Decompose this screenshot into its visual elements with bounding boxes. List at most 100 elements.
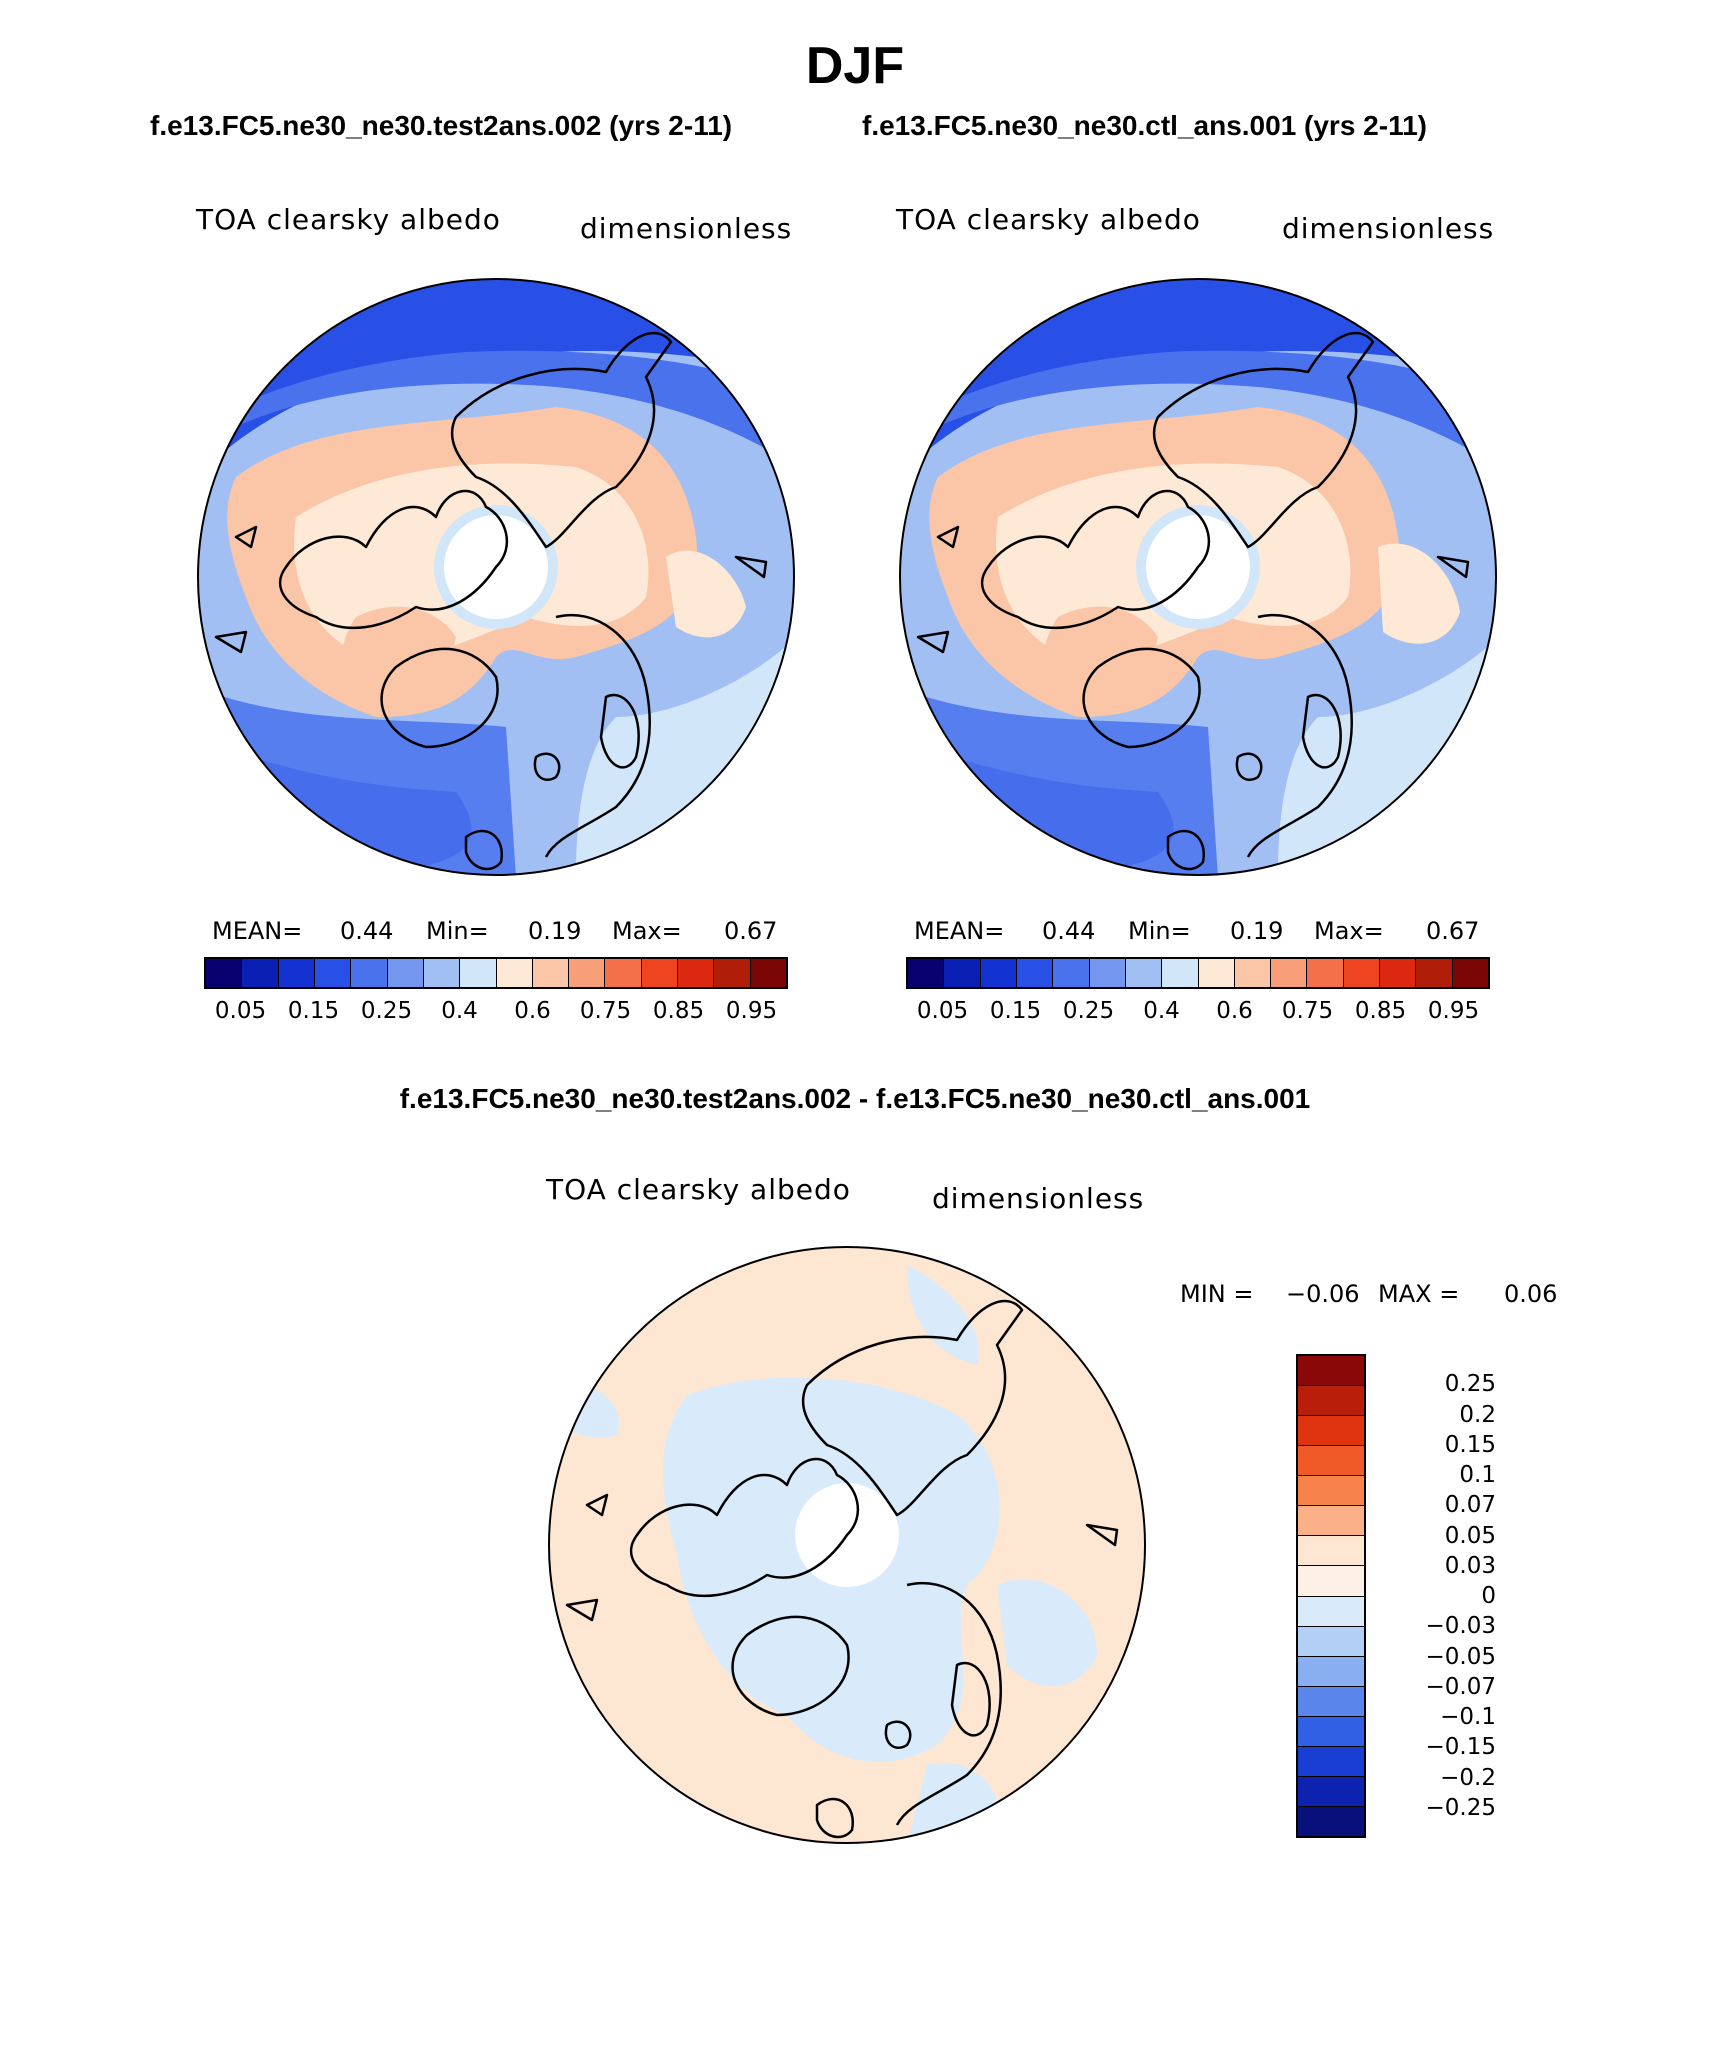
test-colorbar-tick-label: 0.85: [652, 998, 705, 1024]
test-colorbar-swatch: [532, 959, 570, 987]
diff-units-label: dimensionless: [932, 1182, 1145, 1215]
diff-colorbar-tick-label: 0: [1481, 1583, 1496, 1609]
test-colorbar-swatch: [678, 959, 715, 987]
test-colorbar-swatch: [605, 959, 642, 987]
diff-title: f.e13.FC5.ne30_ne30.test2ans.002 - f.e13…: [399, 1083, 1311, 1114]
diff-colorbar-swatch: [1298, 1776, 1364, 1807]
diff-colorbar-tick-label: −0.03: [1425, 1613, 1496, 1640]
ctl-colorbar-swatch: [1452, 959, 1488, 987]
diff-colorbar-swatch: [1298, 1386, 1364, 1417]
diff-colorbar-swatch: [1298, 1356, 1364, 1387]
test-colorbar-swatch: [641, 959, 679, 987]
diff-colorbar: [1296, 1354, 1366, 1838]
test-colorbar-swatch: [423, 959, 461, 987]
test-colorbar-swatch: [496, 959, 533, 987]
test-colorbar-tick-label: 0.95: [725, 998, 778, 1024]
ctl-colorbar-swatch: [1053, 959, 1090, 987]
diff-polar-map: [548, 1246, 1146, 1844]
ctl-colorbar-tick-label: 0.15: [989, 998, 1042, 1024]
ctl-min-value: 0.19: [1230, 917, 1284, 945]
diff-min-label: MIN =: [1180, 1280, 1254, 1308]
diff-colorbar-swatch: [1298, 1746, 1364, 1777]
test-colorbar-swatch: [714, 959, 751, 987]
ctl-colorbar-tick-label: 0.85: [1354, 998, 1407, 1024]
diff-colorbar-swatch: [1298, 1656, 1364, 1687]
test-colorbar-tick-label: 0.6: [514, 998, 551, 1024]
test-colorbar-tick-label: 0.4: [441, 998, 478, 1024]
ctl-colorbar-tick-label: 0.4: [1143, 998, 1180, 1024]
diff-colorbar-tick-label: 0.15: [1444, 1431, 1496, 1458]
test-mean-value: 0.44: [340, 917, 394, 945]
diff-colorbar-tick-label: 0.05: [1444, 1522, 1496, 1549]
test-colorbar-swatch: [206, 959, 243, 987]
test-units-label: dimensionless: [580, 212, 793, 245]
ctl-colorbar-swatch: [944, 959, 981, 987]
diff-colorbar-swatch: [1298, 1566, 1364, 1597]
ctl-polar-map: [899, 278, 1497, 876]
ctl-colorbar-tick-label: 0.6: [1216, 998, 1253, 1024]
diff-colorbar-tick-label: −0.2: [1440, 1764, 1496, 1791]
test-colorbar-swatch: [278, 959, 315, 987]
diff-colorbar-tick-label: 0.07: [1444, 1492, 1496, 1519]
test-min-value: 0.19: [528, 917, 582, 945]
test-case-title: f.e13.FC5.ne30_ne30.test2ans.002 (yrs 2-…: [150, 110, 733, 141]
diff-variable-label: TOA clearsky albedo: [546, 1173, 851, 1206]
test-colorbar-swatch: [569, 959, 606, 987]
diff-colorbar-tick-label: −0.07: [1425, 1673, 1496, 1700]
test-polar-map: [197, 278, 795, 876]
test-colorbar-tick-label: 0.15: [287, 998, 340, 1024]
ctl-case-title: f.e13.FC5.ne30_ne30.ctl_ans.001 (yrs 2-1…: [862, 110, 1428, 141]
diff-colorbar-swatch: [1298, 1596, 1364, 1627]
test-colorbar-tick-label: 0.75: [579, 998, 632, 1024]
test-colorbar-swatch: [351, 959, 388, 987]
season-title: DJF: [805, 37, 905, 95]
diff-max-value: 0.06: [1504, 1280, 1558, 1308]
ctl-colorbar-tick-label: 0.25: [1062, 998, 1115, 1024]
diff-colorbar-tick-label: 0.2: [1459, 1401, 1496, 1428]
ctl-colorbar-ticks: 0.05 0.15 0.25 0.4 0.6 0.75 0.85 0.95: [906, 998, 1490, 1028]
ctl-variable-label: TOA clearsky albedo: [896, 203, 1201, 236]
ctl-colorbar-swatch: [1380, 959, 1417, 987]
diff-colorbar-tick-label: −0.15: [1425, 1734, 1496, 1761]
diff-colorbar-swatch: [1298, 1716, 1364, 1747]
ctl-colorbar-swatch: [908, 959, 945, 987]
test-min-label: Min=: [426, 917, 489, 945]
ctl-colorbar-swatch: [1089, 959, 1126, 987]
ctl-colorbar-tick-label: 0.95: [1427, 998, 1480, 1024]
test-colorbar-ticks: 0.05 0.15 0.25 0.4 0.6 0.75 0.85 0.95: [204, 998, 788, 1028]
test-max-label: Max=: [612, 917, 682, 945]
diff-max-label: MAX =: [1378, 1280, 1460, 1308]
ctl-colorbar-tick-label: 0.05: [916, 998, 969, 1024]
ctl-colorbar-tick-label: 0.75: [1281, 998, 1334, 1024]
diff-colorbar-tick-label: −0.25: [1425, 1794, 1496, 1821]
test-colorbar-swatch: [242, 959, 279, 987]
ctl-colorbar-swatch: [1234, 959, 1272, 987]
diff-colorbar-tick-label: 0.1: [1459, 1462, 1496, 1488]
diff-colorbar-swatch: [1298, 1416, 1364, 1447]
test-colorbar-swatch: [387, 959, 424, 987]
test-colorbar: [204, 957, 788, 989]
ctl-colorbar-swatch: [1307, 959, 1344, 987]
diff-colorbar-tick-label: 0.03: [1444, 1552, 1496, 1579]
ctl-colorbar-swatch: [1198, 959, 1235, 987]
diff-colorbar-swatch: [1298, 1476, 1364, 1507]
diff-colorbar-swatch: [1298, 1806, 1364, 1836]
ctl-max-value: 0.67: [1426, 917, 1480, 945]
ctl-mean-label: MEAN=: [914, 917, 1005, 945]
diff-min-value: −0.06: [1286, 1280, 1360, 1308]
test-max-value: 0.67: [724, 917, 778, 945]
ctl-colorbar-swatch: [1125, 959, 1163, 987]
ctl-colorbar-swatch: [1416, 959, 1453, 987]
test-colorbar-tick-label: 0.05: [214, 998, 267, 1024]
ctl-colorbar-swatch: [1016, 959, 1054, 987]
ctl-colorbar-swatch: [1162, 959, 1199, 987]
test-colorbar-swatch: [750, 959, 786, 987]
test-variable-label: TOA clearsky albedo: [196, 203, 501, 236]
ctl-colorbar-swatch: [1271, 959, 1308, 987]
diff-colorbar-swatch: [1298, 1626, 1364, 1657]
diff-colorbar-tick-label: −0.1: [1440, 1704, 1496, 1730]
ctl-colorbar: [906, 957, 1490, 989]
ctl-colorbar-swatch: [1343, 959, 1381, 987]
diff-colorbar-swatch: [1298, 1446, 1364, 1477]
ctl-max-label: Max=: [1314, 917, 1384, 945]
